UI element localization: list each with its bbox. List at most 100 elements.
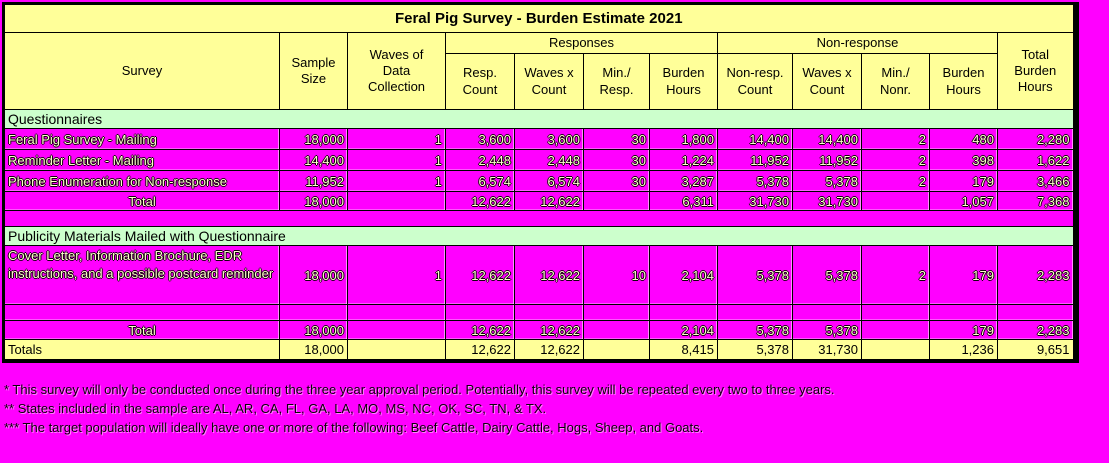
value-cell[interactable]	[649, 304, 718, 321]
value-cell[interactable]: 12,622	[445, 339, 515, 361]
value-cell[interactable]	[514, 304, 584, 321]
value-cell[interactable]: 2,104	[649, 245, 718, 305]
value-cell[interactable]: 1	[347, 170, 446, 192]
value-cell[interactable]: 5,378	[717, 320, 793, 340]
value-cell[interactable]: 18,000	[279, 320, 348, 340]
value-cell[interactable]: 3,600	[445, 128, 515, 150]
row-label-cell[interactable]: Reminder Letter - Mailing	[3, 149, 280, 171]
value-cell[interactable]: 398	[929, 149, 998, 171]
value-cell[interactable]: 2	[861, 128, 930, 150]
value-cell[interactable]: 18,000	[279, 339, 348, 361]
value-cell[interactable]	[347, 339, 446, 361]
value-cell[interactable]	[861, 191, 930, 211]
value-cell[interactable]: 11,952	[792, 149, 862, 171]
value-cell[interactable]: 3,287	[649, 170, 718, 192]
value-cell[interactable]: 12,622	[514, 191, 584, 211]
section-header-questionnaires[interactable]: Questionnaires	[3, 109, 1076, 129]
value-cell[interactable]: 18,000	[279, 191, 348, 211]
value-cell[interactable]: 31,730	[717, 191, 793, 211]
value-cell[interactable]: 12,622	[514, 339, 584, 361]
row-label-cell[interactable]: Feral Pig Survey - Mailing	[3, 128, 280, 150]
value-cell[interactable]: 1,236	[929, 339, 998, 361]
value-cell[interactable]: 5,378	[792, 320, 862, 340]
row-label-cell[interactable]	[3, 304, 280, 321]
header-cell-nonresp-count[interactable]: Non-resp. Count	[717, 53, 793, 110]
value-cell[interactable]	[861, 320, 930, 340]
value-cell[interactable]: 14,400	[279, 149, 348, 171]
value-cell[interactable]	[583, 191, 650, 211]
value-cell[interactable]: 2	[861, 149, 930, 171]
value-cell[interactable]: 12,622	[514, 245, 584, 305]
value-cell[interactable]	[445, 304, 515, 321]
header-group-non-response[interactable]: Non-response	[717, 32, 998, 54]
header-cell-resp-waves-x-count[interactable]: Waves x Count	[514, 53, 584, 110]
total-label-cell[interactable]: Total	[3, 320, 280, 340]
value-cell[interactable]	[861, 339, 930, 361]
value-cell[interactable]: 5,378	[717, 170, 793, 192]
value-cell[interactable]	[279, 304, 348, 321]
value-cell[interactable]: 14,400	[717, 128, 793, 150]
value-cell[interactable]: 1	[347, 245, 446, 305]
value-cell[interactable]: 1	[347, 149, 446, 171]
value-cell[interactable]	[929, 304, 998, 321]
value-cell[interactable]: 480	[929, 128, 998, 150]
grand-total-label-cell[interactable]: Totals	[3, 339, 280, 361]
value-cell[interactable]: 2,448	[514, 149, 584, 171]
value-cell[interactable]: 5,378	[717, 245, 793, 305]
value-cell[interactable]: 12,622	[445, 320, 515, 340]
value-cell[interactable]: 6,311	[649, 191, 718, 211]
value-cell[interactable]: 179	[929, 170, 998, 192]
value-cell[interactable]: 14,400	[792, 128, 862, 150]
value-cell[interactable]	[347, 304, 446, 321]
value-cell[interactable]: 11,952	[717, 149, 793, 171]
value-cell[interactable]	[997, 304, 1076, 321]
value-cell[interactable]: 5,378	[717, 339, 793, 361]
value-cell[interactable]: 18,000	[279, 128, 348, 150]
value-cell[interactable]: 3,466	[997, 170, 1076, 192]
header-group-responses[interactable]: Responses	[445, 32, 718, 54]
value-cell[interactable]	[347, 320, 446, 340]
header-cell-min-per-resp[interactable]: Min./ Resp.	[583, 53, 650, 110]
header-cell-nonresp-waves-x-count[interactable]: Waves x Count	[792, 53, 862, 110]
value-cell[interactable]: 30	[583, 149, 650, 171]
value-cell[interactable]: 31,730	[792, 191, 862, 211]
row-label-cell[interactable]: Cover Letter, Information Brochure, EDR …	[3, 245, 280, 305]
value-cell[interactable]: 2,448	[445, 149, 515, 171]
value-cell[interactable]	[861, 304, 930, 321]
header-cell-survey[interactable]: Survey	[3, 32, 280, 110]
value-cell[interactable]: 6,574	[445, 170, 515, 192]
value-cell[interactable]: 1,057	[929, 191, 998, 211]
value-cell[interactable]: 30	[583, 128, 650, 150]
value-cell[interactable]: 1,622	[997, 149, 1076, 171]
value-cell[interactable]: 18,000	[279, 245, 348, 305]
value-cell[interactable]	[583, 304, 650, 321]
value-cell[interactable]: 2,104	[649, 320, 718, 340]
value-cell[interactable]: 6,574	[514, 170, 584, 192]
value-cell[interactable]: 31,730	[792, 339, 862, 361]
header-cell-nonresp-burden-hours[interactable]: Burden Hours	[929, 53, 998, 110]
value-cell[interactable]: 10	[583, 245, 650, 305]
header-cell-resp-burden-hours[interactable]: Burden Hours	[649, 53, 718, 110]
value-cell[interactable]: 7,368	[997, 191, 1076, 211]
value-cell[interactable]: 179	[929, 245, 998, 305]
value-cell[interactable]	[717, 304, 793, 321]
value-cell[interactable]: 5,378	[792, 245, 862, 305]
value-cell[interactable]: 5,378	[792, 170, 862, 192]
header-cell-resp-count[interactable]: Resp. Count	[445, 53, 515, 110]
value-cell[interactable]: 2	[861, 170, 930, 192]
value-cell[interactable]	[347, 191, 446, 211]
row-label-cell[interactable]: Phone Enumeration for Non-response	[3, 170, 280, 192]
value-cell[interactable]: 12,622	[514, 320, 584, 340]
header-cell-min-per-nonr[interactable]: Min./ Nonr.	[861, 53, 930, 110]
value-cell[interactable]: 1	[347, 128, 446, 150]
header-cell-waves[interactable]: Waves of Data Collection	[347, 32, 446, 110]
section-header-publicity-materials[interactable]: Publicity Materials Mailed with Question…	[3, 226, 1076, 246]
value-cell[interactable]: 2,280	[997, 128, 1076, 150]
value-cell[interactable]	[792, 304, 862, 321]
value-cell[interactable]: 3,600	[514, 128, 584, 150]
value-cell[interactable]: 30	[583, 170, 650, 192]
value-cell[interactable]: 1,800	[649, 128, 718, 150]
value-cell[interactable]: 8,415	[649, 339, 718, 361]
header-cell-sample-size[interactable]: Sample Size	[279, 32, 348, 110]
value-cell[interactable]: 2,283	[997, 245, 1076, 305]
